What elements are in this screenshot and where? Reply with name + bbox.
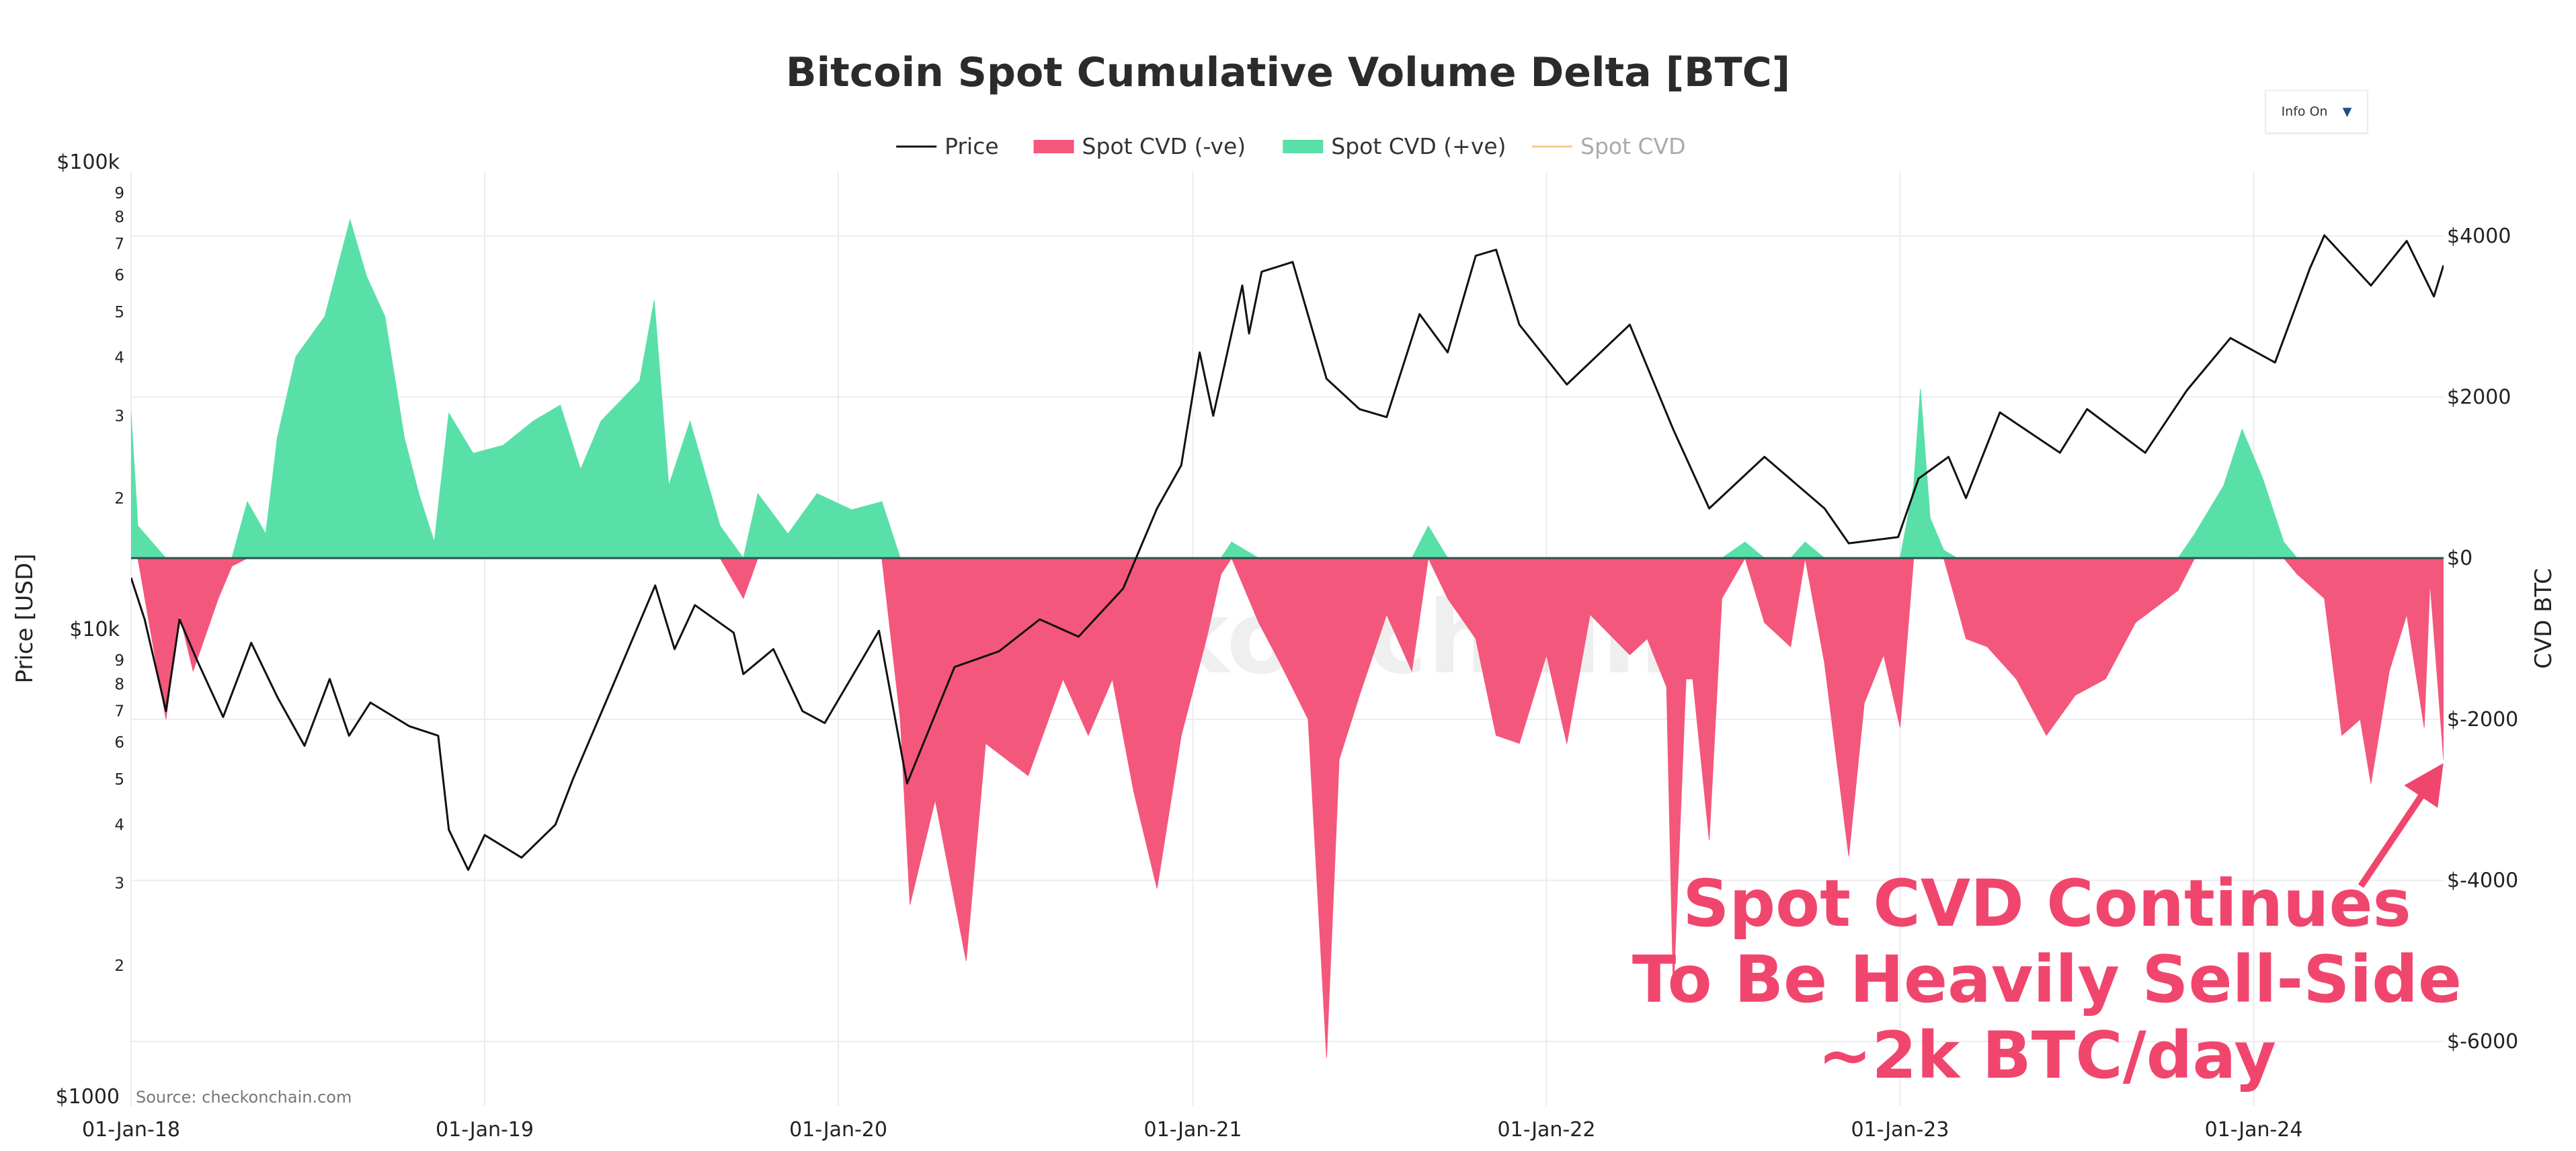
x-tick-01-jan-21: 01-Jan-21 (1144, 1118, 1242, 1142)
left-minor-tick-10000-8: 8 (114, 208, 124, 226)
legend-item-spot-cvd: Spot CVD (1532, 133, 1686, 159)
left-tick-100k: $100k (56, 151, 120, 174)
right-tick-2000: $-2000 (2447, 708, 2518, 731)
left-minor-tick-1000-4: 4 (114, 817, 124, 834)
left-axis-ticks: $1000 $10k $100k 2 3 4 5 6 7 8 9 2 3 4 5 6 7 8 9 (56, 151, 124, 1109)
right-tick-6000: $-6000 (2447, 1030, 2518, 1054)
left-minor-tick-1000-5: 5 (114, 771, 124, 789)
x-tick-01-jan-24: 01-Jan-24 (2205, 1118, 2303, 1142)
legend-label-spot-cvd-ve: Spot CVD (-ve) (1082, 133, 1246, 159)
chevron-down-icon: ▼ (2342, 104, 2352, 119)
x-tick-01-jan-22: 01-Jan-22 (1498, 1118, 1596, 1142)
gridlines (130, 171, 2444, 1106)
price-line (131, 234, 2444, 871)
legend-swatch-spot-cvd-ve (1283, 140, 1324, 153)
annotation-line-1: Spot CVD Continues (1683, 866, 2411, 941)
right-tick-2000: $2000 (2447, 386, 2511, 409)
right-tick-0: $0 (2447, 547, 2472, 570)
left-minor-tick-10000-3: 3 (114, 407, 124, 425)
left-minor-tick-1000-3: 3 (114, 875, 124, 892)
legend-label-spot-cvd: Spot CVD (1580, 133, 1686, 159)
legend-swatch-spot-cvd-ve (1033, 140, 1074, 153)
left-minor-tick-10000-9: 9 (114, 185, 124, 202)
left-minor-tick-10000-6: 6 (114, 267, 124, 284)
left-minor-tick-10000-7: 7 (114, 236, 124, 253)
legend: Price Spot CVD (-ve) Spot CVD (+ve) Spot CV… (896, 133, 1686, 159)
annotation: Spot CVD Continues To Be Heavily Sell-Si… (1632, 763, 2462, 1093)
chart-title: Bitcoin Spot Cumulative Volume Delta [BT… (786, 49, 1790, 96)
left-minor-tick-10000-5: 5 (114, 304, 124, 321)
left-minor-tick-10000-4: 4 (114, 350, 124, 367)
right-tick-4000: $4000 (2447, 225, 2511, 248)
left-axis-label: Price [USD] (11, 554, 38, 684)
x-axis-ticks: 01-Jan-18 01-Jan-19 01-Jan-20 01-Jan-21 01-J… (82, 1118, 2302, 1142)
info-toggle-label: Info On (2281, 104, 2328, 119)
x-tick-01-jan-23: 01-Jan-23 (1851, 1118, 1949, 1142)
legend-item-spot-cvd-ve: Spot CVD (+ve) (1283, 133, 1506, 159)
left-minor-tick-10000-2: 2 (114, 490, 124, 508)
annotation-line-2: To Be Heavily Sell-Side (1632, 942, 2462, 1017)
left-minor-tick-1000-9: 9 (114, 652, 124, 670)
left-minor-tick-1000-7: 7 (114, 703, 124, 721)
left-minor-tick-1000-8: 8 (114, 676, 124, 693)
price-layer (131, 234, 2444, 871)
x-tick-01-jan-18: 01-Jan-18 (82, 1118, 180, 1142)
legend-item-spot-cvd-ve: Spot CVD (-ve) (1033, 133, 1246, 159)
legend-item-price: Price (896, 133, 999, 159)
right-tick-4000: $-4000 (2447, 869, 2518, 892)
x-tick-01-jan-19: 01-Jan-19 (436, 1118, 534, 1142)
source-note: Source: checkonchain.com (136, 1088, 352, 1107)
left-tick-1000: $1000 (56, 1085, 120, 1109)
left-tick-10k: $10k (69, 618, 120, 641)
left-minor-tick-1000-2: 2 (114, 957, 124, 975)
right-axis-ticks: $4000 $2000 $0 $-2000 $-4000 $-6000 (2447, 225, 2518, 1054)
x-tick-01-jan-20: 01-Jan-20 (789, 1118, 887, 1142)
annotation-arrow (2358, 763, 2444, 888)
annotation-line-3: ~2k BTC/day (1818, 1018, 2276, 1093)
legend-label-price: Price (944, 133, 999, 159)
info-toggle-button[interactable]: Info On ▼ (2265, 90, 2368, 133)
left-minor-tick-1000-6: 6 (114, 734, 124, 752)
legend-label-spot-cvd-ve: Spot CVD (+ve) (1331, 133, 1506, 159)
right-axis-label: CVD BTC (2530, 568, 2557, 669)
cvd-positive-area (131, 219, 2444, 559)
